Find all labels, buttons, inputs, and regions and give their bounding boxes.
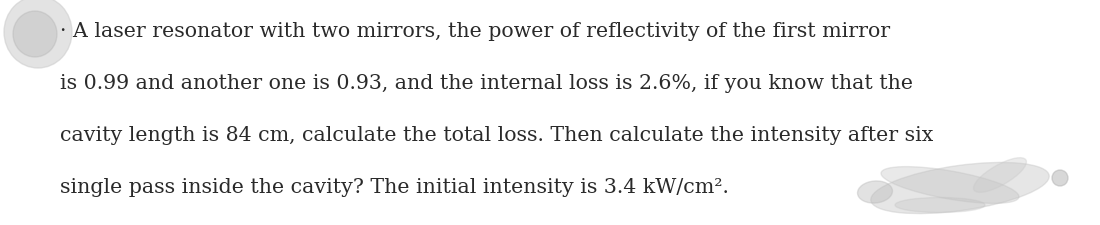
Ellipse shape (13, 11, 57, 57)
Text: is 0.99 and another one is 0.93, and the internal loss is 2.6%, if you know that: is 0.99 and another one is 0.93, and the… (60, 74, 913, 93)
Ellipse shape (858, 181, 892, 203)
Text: single pass inside the cavity? The initial intensity is 3.4 kW/cm².: single pass inside the cavity? The initi… (60, 178, 729, 197)
Ellipse shape (881, 167, 1019, 203)
Text: cavity length is 84 cm, calculate the total loss. Then calculate the intensity a: cavity length is 84 cm, calculate the to… (60, 126, 933, 145)
Ellipse shape (871, 162, 1049, 214)
Circle shape (1052, 170, 1068, 186)
Ellipse shape (974, 158, 1026, 192)
Ellipse shape (4, 0, 72, 68)
Ellipse shape (895, 198, 984, 212)
Text: · A laser resonator with two mirrors, the power of reflectivity of the first mir: · A laser resonator with two mirrors, th… (60, 22, 890, 41)
